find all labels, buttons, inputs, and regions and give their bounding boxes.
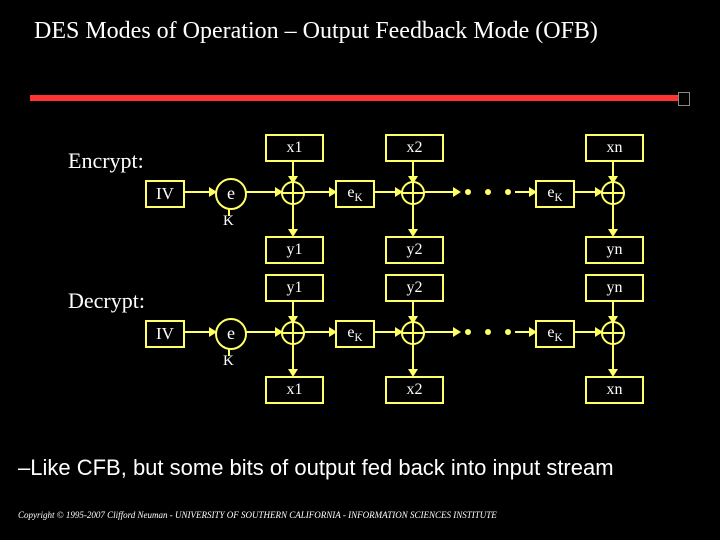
- encrypt-label: Encrypt:: [68, 148, 144, 174]
- encrypt-ek-1: eK: [335, 180, 375, 208]
- line: [425, 331, 455, 333]
- line: [305, 191, 331, 193]
- encrypt-xor-1: [281, 181, 305, 205]
- ellipsis-dot: [485, 329, 491, 335]
- arrow: [395, 327, 403, 337]
- ellipsis-dot: [485, 189, 491, 195]
- copyright-text: Copyright © 1995-2007 Clifford Neuman - …: [18, 510, 497, 520]
- decrypt-label: Decrypt:: [68, 288, 145, 314]
- line: [373, 191, 397, 193]
- decrypt-xor-1: [281, 321, 305, 345]
- encrypt-k-label: K: [223, 213, 234, 230]
- ellipsis-dot: [465, 329, 471, 335]
- line: [183, 331, 211, 333]
- line: [612, 345, 614, 371]
- encrypt-input-x2: x2: [385, 134, 444, 162]
- line: [573, 331, 597, 333]
- line: [573, 191, 597, 193]
- line: [612, 205, 614, 231]
- line: [245, 191, 277, 193]
- arrow: [453, 327, 461, 337]
- encrypt-input-xn: xn: [585, 134, 644, 162]
- decrypt-xor-2: [401, 321, 425, 345]
- arrow: [595, 327, 603, 337]
- encrypt-xor-n: [601, 181, 625, 205]
- arrow: [453, 187, 461, 197]
- line: [292, 345, 294, 371]
- line: [292, 205, 294, 231]
- decrypt-output-x1: x1: [265, 376, 324, 404]
- slide-title: DES Modes of Operation – Output Feedback…: [34, 18, 598, 45]
- encrypt-output-y1: y1: [265, 236, 324, 264]
- bullet-text: –Like CFB, but some bits of output fed b…: [18, 455, 614, 481]
- line: [373, 331, 397, 333]
- encrypt-xor-2: [401, 181, 425, 205]
- decrypt-input-y2: y2: [385, 274, 444, 302]
- decrypt-output-x2: x2: [385, 376, 444, 404]
- encrypt-output-yn: yn: [585, 236, 644, 264]
- divider-line: [30, 95, 690, 101]
- decrypt-input-yn: yn: [585, 274, 644, 302]
- ellipsis-dot: [505, 329, 511, 335]
- line: [183, 191, 211, 193]
- encrypt-e-circle: e: [215, 178, 247, 210]
- decrypt-ek-1: eK: [335, 320, 375, 348]
- arrow: [395, 187, 403, 197]
- decrypt-k-label: K: [223, 353, 234, 370]
- encrypt-input-x1: x1: [265, 134, 324, 162]
- decrypt-input-y1: y1: [265, 274, 324, 302]
- decrypt-xor-n: [601, 321, 625, 345]
- line: [412, 205, 414, 231]
- line: [305, 331, 331, 333]
- line: [425, 191, 455, 193]
- decrypt-output-xn: xn: [585, 376, 644, 404]
- line: [412, 345, 414, 371]
- ellipsis-dot: [465, 189, 471, 195]
- line: [245, 331, 277, 333]
- encrypt-ek-n: eK: [535, 180, 575, 208]
- arrow: [595, 187, 603, 197]
- bullet-dash: –: [18, 455, 30, 480]
- divider-endcap: [678, 92, 690, 106]
- ellipsis-dot: [505, 189, 511, 195]
- encrypt-output-y2: y2: [385, 236, 444, 264]
- decrypt-e-circle: e: [215, 318, 247, 350]
- decrypt-iv-box: IV: [145, 320, 185, 348]
- encrypt-iv-box: IV: [145, 180, 185, 208]
- decrypt-ek-n: eK: [535, 320, 575, 348]
- bullet-content: Like CFB, but some bits of output fed ba…: [30, 455, 613, 480]
